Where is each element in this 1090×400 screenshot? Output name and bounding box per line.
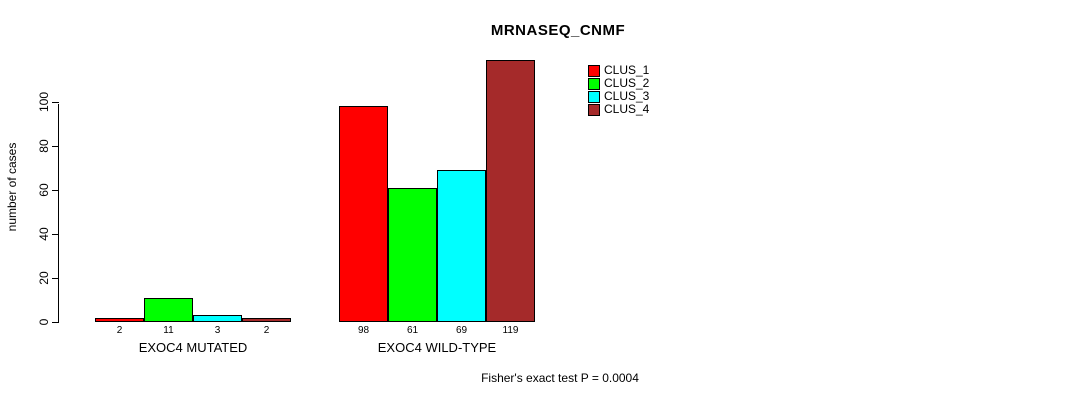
legend-label: CLUS_4 (604, 102, 650, 116)
bar-clus_1-group1 (95, 318, 144, 322)
y-axis-label: number of cases (5, 142, 19, 232)
bar-value-label: 3 (214, 325, 221, 336)
bar-clus_4-group2 (486, 60, 535, 322)
y-tick (52, 233, 59, 235)
y-tick-label: 100 (37, 91, 51, 113)
legend-swatch-icon (588, 103, 600, 116)
y-tick-label: 0 (37, 318, 51, 326)
y-tick-label: 20 (37, 271, 51, 285)
bar-clus_2-group2 (388, 188, 437, 322)
bar-value-label: 2 (116, 325, 123, 336)
legend-label: CLUS_3 (604, 89, 650, 103)
legend-swatch-icon (588, 77, 600, 90)
group-label-wildtype: EXOC4 WILD-TYPE (377, 340, 497, 355)
chart-title: MRNASEQ_CNMF (490, 22, 626, 39)
y-tick (52, 189, 59, 191)
y-tick (52, 277, 59, 279)
legend-label: CLUS_2 (604, 76, 650, 90)
y-tick (52, 101, 59, 103)
bar-clus_4-group1 (242, 318, 291, 322)
y-tick-label: 80 (37, 139, 51, 153)
group-label-mutated: EXOC4 MUTATED (138, 340, 248, 355)
bar-clus_1-group2 (339, 106, 388, 322)
y-tick-label: 40 (37, 227, 51, 241)
bar-value-label: 2 (263, 325, 270, 336)
bar-value-label: 61 (406, 325, 419, 336)
annotation-text: Fisher's exact test P = 0.0004 (481, 371, 639, 385)
bar-clus_3-group2 (437, 170, 486, 322)
bar-value-label: 98 (357, 325, 370, 336)
bar-value-label: 69 (455, 325, 468, 336)
legend: CLUS_1 CLUS_2 CLUS_3 CLUS_4 (588, 64, 649, 116)
legend-swatch-icon (588, 64, 600, 77)
bar-value-label: 11 (163, 325, 174, 336)
legend-row-clus_2: CLUS_2 (588, 77, 649, 90)
legend-label: CLUS_1 (604, 63, 650, 77)
bar-value-label: 119 (502, 325, 519, 336)
y-tick (52, 321, 59, 323)
y-tick-label: 60 (37, 183, 51, 197)
y-tick (52, 145, 59, 147)
legend-swatch-icon (588, 90, 600, 103)
bar-clus_3-group1 (193, 315, 242, 322)
legend-row-clus_4: CLUS_4 (588, 103, 649, 116)
legend-row-clus_1: CLUS_1 (588, 64, 649, 77)
y-axis-line (58, 104, 59, 323)
bar-clus_2-group1 (144, 298, 193, 322)
legend-row-clus_3: CLUS_3 (588, 90, 649, 103)
